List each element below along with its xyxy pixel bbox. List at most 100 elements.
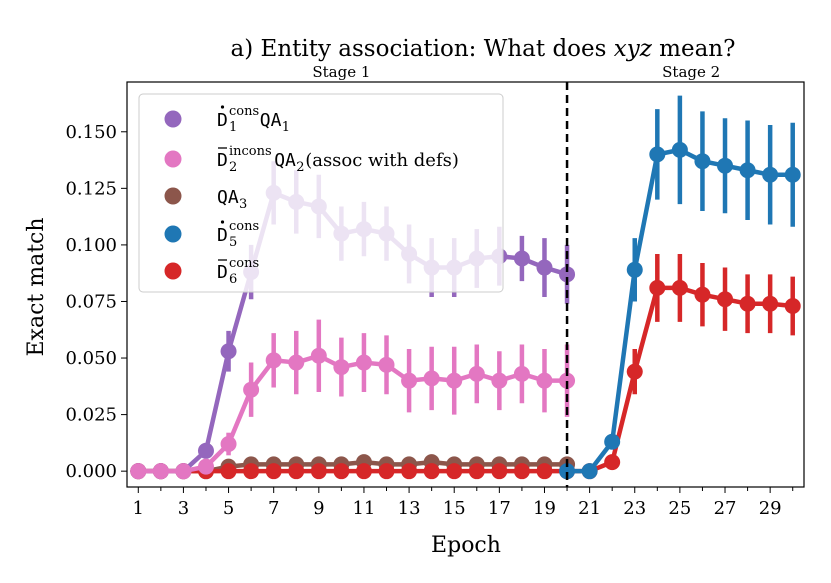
data-point	[762, 166, 779, 183]
legend-extra-text: (assoc with defs)	[305, 150, 459, 171]
data-point	[491, 463, 508, 480]
data-point	[288, 463, 305, 480]
legend-subscript: 1	[229, 120, 237, 135]
data-point	[491, 372, 508, 389]
legend-subscript: 5	[229, 235, 237, 250]
y-tick-label: 0.025	[65, 405, 117, 426]
data-point	[288, 354, 305, 371]
axis-ticks: 1 3 5 7 9 11 13 15 17 19 21 23 25 27 290.0000.0250.050…	[65, 122, 794, 519]
data-point	[378, 356, 395, 373]
legend-superscript: cons	[229, 219, 259, 234]
data-point	[604, 433, 621, 450]
data-point	[536, 463, 553, 480]
x-axis-label: Epoch	[431, 533, 501, 558]
data-point	[355, 463, 372, 480]
data-point	[468, 463, 485, 480]
chart-title-prefix: a) Entity association: What does	[231, 36, 614, 62]
legend-accent-dot	[220, 220, 225, 224]
data-point	[401, 463, 418, 480]
legend-qa-subscript: 2	[296, 160, 304, 175]
x-tick-label: 9	[313, 498, 324, 519]
legend-entry-3: QA 3	[164, 187, 247, 212]
chart-title-emph: xyz	[614, 36, 653, 62]
legend-marker	[164, 110, 182, 128]
stage-labels: Stage 1 Stage 2	[312, 63, 720, 81]
legend-marker	[164, 262, 182, 280]
chart-title-suffix: mean?	[652, 36, 736, 62]
x-tick-label: 5	[223, 498, 234, 519]
data-point	[197, 458, 214, 475]
x-tick-label: 17	[488, 498, 511, 519]
legend-marker	[164, 225, 182, 243]
y-tick-label: 0.125	[65, 178, 117, 199]
data-point	[333, 463, 350, 480]
x-tick-label: 13	[398, 498, 421, 519]
data-point	[762, 295, 779, 312]
data-point	[243, 381, 260, 398]
stage-label: Stage 1	[312, 63, 370, 81]
data-point	[220, 463, 237, 480]
legend-qa: QA	[260, 110, 282, 131]
x-tick-label: 7	[268, 498, 279, 519]
data-point	[626, 363, 643, 380]
legend-subscript: 2	[229, 160, 237, 175]
data-point	[130, 463, 147, 480]
y-tick-label: 0.075	[65, 291, 117, 312]
legend-box	[138, 93, 504, 293]
data-point	[265, 352, 282, 369]
legend-superscript: cons	[229, 104, 259, 119]
x-tick-label: 1	[133, 498, 144, 519]
legend-d-symbol: D	[217, 225, 228, 246]
data-point	[559, 372, 576, 389]
data-point	[333, 359, 350, 376]
data-point	[220, 343, 237, 360]
data-point	[513, 463, 530, 480]
data-point	[175, 463, 192, 480]
series-4	[559, 95, 801, 480]
legend-d-symbol: D	[217, 262, 228, 283]
x-tick-label: 3	[178, 498, 189, 519]
data-point	[446, 372, 463, 389]
y-tick-label: 0.050	[65, 348, 117, 369]
data-point	[423, 370, 440, 387]
y-tick-label: 0.000	[65, 461, 117, 482]
x-tick-label: 23	[623, 498, 646, 519]
x-tick-label: 29	[759, 498, 782, 519]
data-point	[243, 463, 260, 480]
series-layer	[130, 95, 801, 480]
data-point	[626, 261, 643, 278]
x-tick-label: 21	[578, 498, 601, 519]
legend-marker	[164, 187, 182, 205]
data-point	[559, 266, 576, 283]
data-point	[513, 250, 530, 267]
data-point	[671, 279, 688, 296]
data-point	[220, 436, 237, 453]
legend-superscript: incons	[229, 144, 272, 159]
data-point	[717, 291, 734, 308]
data-point	[559, 463, 576, 480]
data-point	[604, 454, 621, 471]
legend-qa: QA	[274, 150, 296, 171]
data-point	[468, 365, 485, 382]
legend-marker	[164, 150, 182, 168]
data-point	[739, 162, 756, 179]
data-point	[536, 372, 553, 389]
data-point	[446, 463, 463, 480]
x-tick-label: 25	[668, 498, 691, 519]
legend-qa: QA	[217, 187, 239, 208]
data-point	[649, 146, 666, 163]
legend-subscript: 6	[229, 272, 237, 287]
data-point	[152, 463, 169, 480]
data-point	[310, 463, 327, 480]
data-point	[784, 166, 801, 183]
legend-d-symbol: D	[217, 110, 228, 131]
chart-title: a) Entity association: What does xyz mea…	[231, 36, 736, 62]
data-point	[694, 153, 711, 170]
x-tick-label: 15	[443, 498, 466, 519]
data-point	[355, 354, 372, 371]
data-point	[310, 347, 327, 364]
